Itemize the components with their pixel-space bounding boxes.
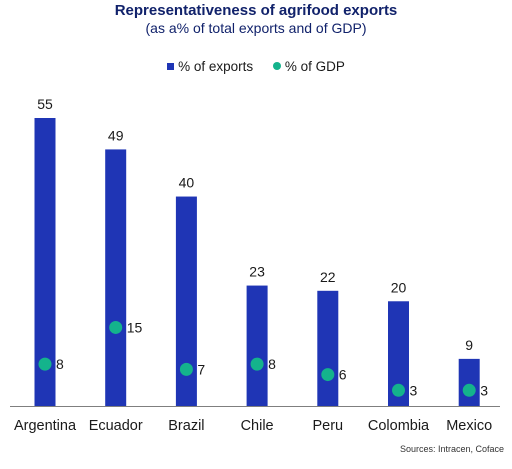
- legend-item-gdp: % of GDP: [272, 58, 345, 74]
- bar-value-label: 49: [108, 127, 124, 143]
- gdp-dot-ecuador: [109, 320, 123, 334]
- gdp-dot-colombia: [392, 383, 405, 397]
- source-note: Sources: Intracen, Coface: [399, 444, 504, 454]
- legend-dot-swatch: [272, 62, 281, 70]
- bar-mexico: [458, 358, 480, 406]
- gdp-dot-argentina: [38, 357, 52, 371]
- gdp-value-label: 6: [339, 367, 347, 383]
- bar-peru: [317, 290, 339, 406]
- legend-label-gdp: % of GDP: [284, 58, 345, 74]
- gdp-dot-chile: [250, 357, 264, 371]
- x-tick-label: Brazil: [168, 418, 204, 434]
- bar-ecuador: [105, 149, 127, 406]
- x-tick-label: Mexico: [446, 418, 492, 434]
- bar-value-label: 55: [37, 96, 53, 112]
- gdp-dot-peru: [321, 368, 335, 382]
- gdp-value-label: 8: [268, 356, 276, 372]
- gdp-dot-brazil: [179, 362, 193, 376]
- gdp-dot-mexico: [462, 383, 476, 397]
- gdp-value-label: 3: [410, 382, 418, 398]
- bar-value-label: 22: [320, 269, 336, 285]
- gdp-value-label: 7: [197, 361, 205, 377]
- gdp-value-label: 3: [480, 382, 488, 398]
- chart-subtitle: (as a% of total exports and of GDP): [145, 20, 367, 36]
- bar-value-label: 23: [249, 264, 265, 280]
- gdp-value-label: 15: [127, 319, 143, 335]
- bar-value-label: 9: [465, 337, 473, 353]
- chart-title: Representativeness of agrifood exports: [114, 2, 398, 19]
- bar-value-label: 40: [179, 175, 195, 191]
- bar-value-label: 20: [391, 279, 407, 295]
- legend-item-exports: % of exports: [167, 59, 253, 74]
- bar-chile: [246, 285, 268, 406]
- bar-argentina: [34, 118, 56, 406]
- legend-label-exports: % of exports: [178, 59, 254, 74]
- bar-colombia: [388, 301, 409, 406]
- chart-legend: % of exports % of GDP: [0, 58, 512, 74]
- legend-bar-swatch: [167, 63, 175, 70]
- bar-brazil: [175, 196, 197, 406]
- x-tick-label: Ecuador: [89, 418, 143, 434]
- x-tick-label: Peru: [312, 418, 343, 434]
- x-tick-label: Argentina: [14, 418, 77, 434]
- gdp-value-label: 8: [56, 356, 64, 372]
- x-tick-label: Chile: [241, 418, 274, 434]
- x-tick-label: Colombia: [368, 418, 430, 434]
